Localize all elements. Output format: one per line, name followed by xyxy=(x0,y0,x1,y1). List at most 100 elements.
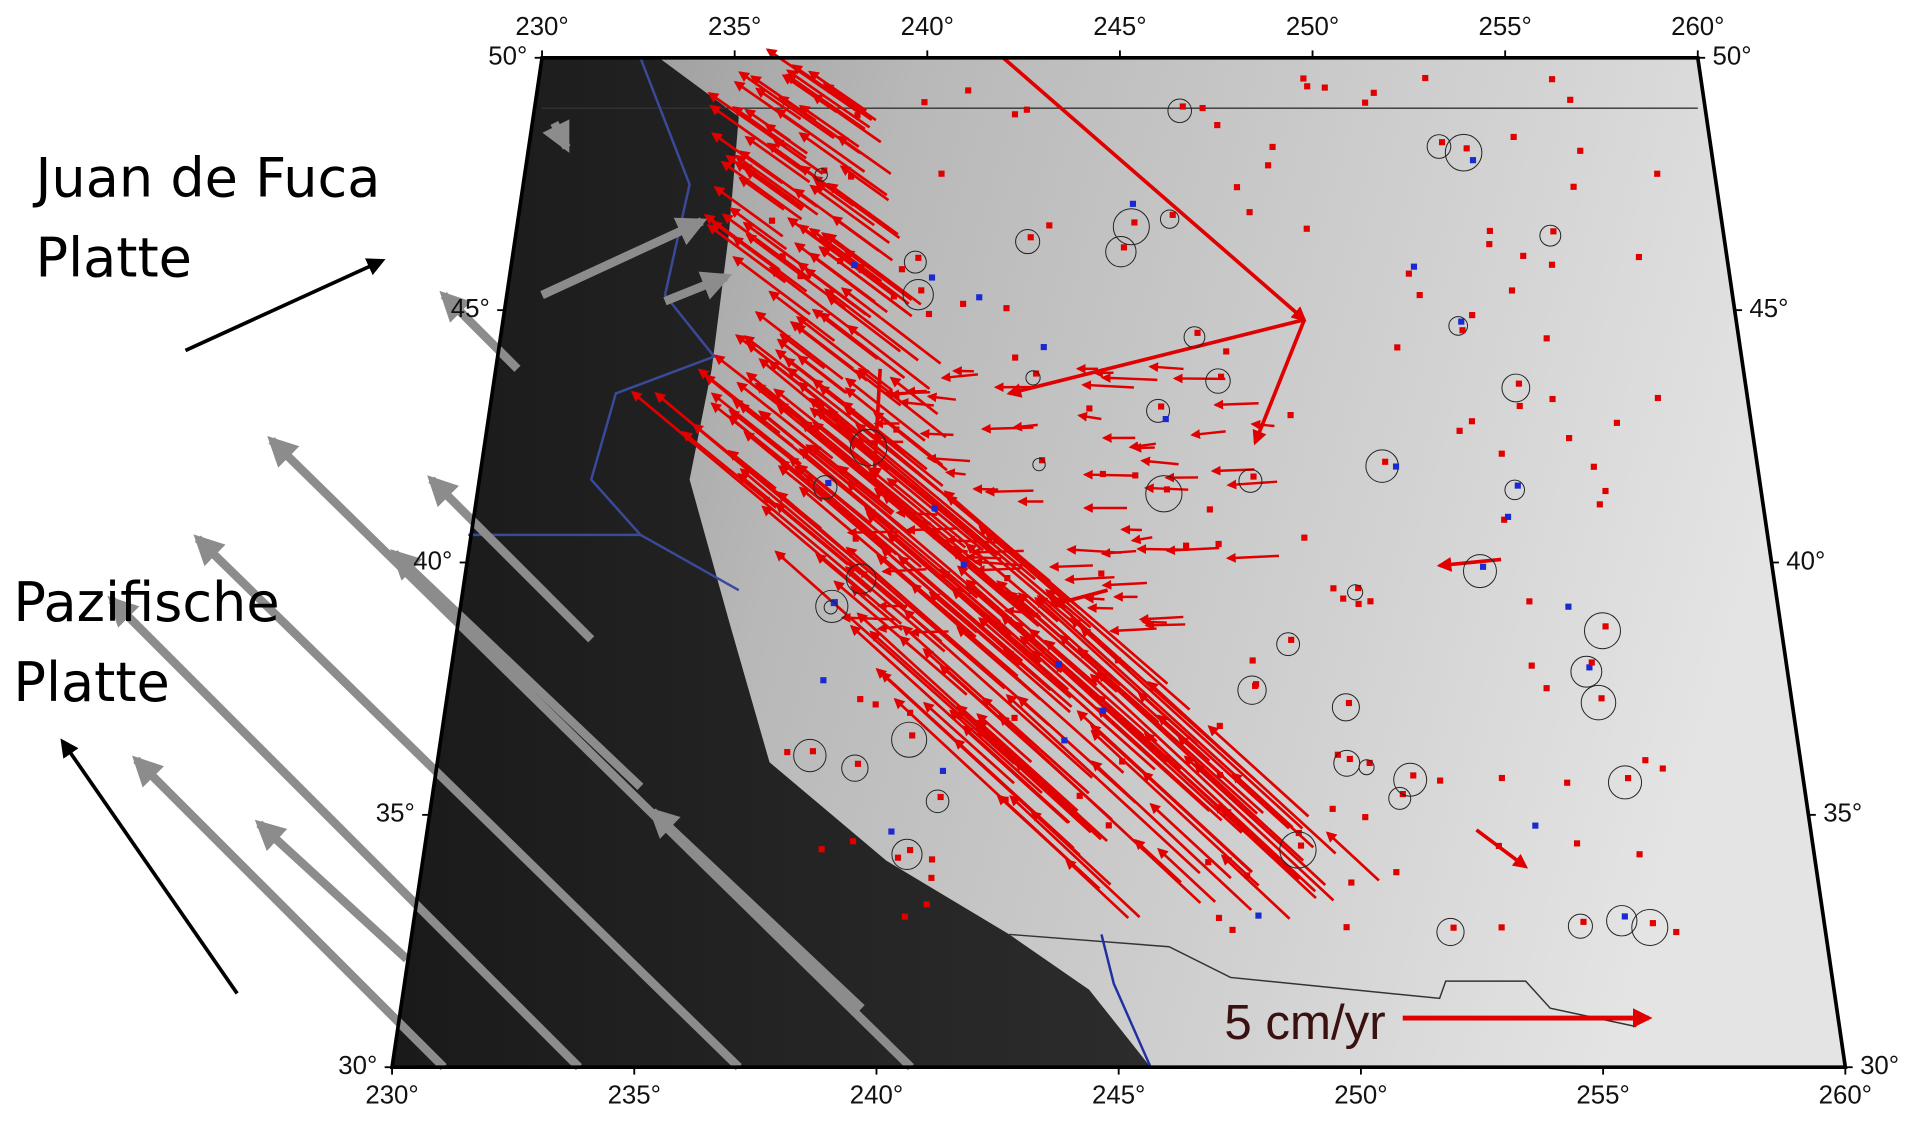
station xyxy=(926,311,932,317)
station xyxy=(1194,330,1200,336)
station xyxy=(1004,575,1010,581)
station xyxy=(932,505,938,511)
plate-label: Pazifische xyxy=(13,571,279,634)
station xyxy=(1218,374,1224,380)
station xyxy=(1417,292,1423,298)
station xyxy=(1642,757,1648,763)
station xyxy=(1499,924,1505,930)
lat-tick-label: 30° xyxy=(338,1052,377,1080)
station xyxy=(1515,483,1521,489)
station xyxy=(1567,97,1573,103)
lon-tick-label: 255° xyxy=(1478,13,1531,41)
station xyxy=(1288,637,1294,643)
station xyxy=(1024,107,1030,113)
station xyxy=(1340,596,1346,602)
station xyxy=(915,255,921,261)
station xyxy=(851,262,857,268)
station xyxy=(1574,840,1580,846)
station xyxy=(1298,843,1304,849)
station xyxy=(1301,535,1307,541)
station xyxy=(976,294,982,300)
station xyxy=(1660,765,1666,771)
station xyxy=(1348,879,1354,885)
velocity-arrow xyxy=(1051,565,1093,566)
lon-tick-label: 260° xyxy=(1819,1082,1872,1110)
station xyxy=(1347,756,1353,762)
station xyxy=(1532,823,1538,829)
lon-tick-label: 245° xyxy=(1092,1082,1145,1110)
station xyxy=(1625,775,1631,781)
station xyxy=(1564,780,1570,786)
station xyxy=(1223,348,1229,354)
station xyxy=(1655,395,1661,401)
station xyxy=(907,710,913,716)
station xyxy=(938,171,944,177)
station xyxy=(848,173,854,179)
lon-tick-label: 230° xyxy=(515,13,568,41)
station xyxy=(1250,657,1256,663)
station xyxy=(1344,924,1350,930)
station xyxy=(1650,920,1656,926)
station xyxy=(1480,564,1486,570)
station xyxy=(909,732,915,738)
station xyxy=(1393,463,1399,469)
lon-tick-label: 240° xyxy=(901,13,954,41)
station xyxy=(1012,111,1018,117)
page: 5 cm/yr Juan de Fuca Platte Pazifische P… xyxy=(0,0,1930,1125)
velocity-arrow xyxy=(1089,608,1113,609)
station xyxy=(1132,472,1138,478)
station xyxy=(1296,830,1302,836)
lat-tick-label: 35° xyxy=(1823,800,1862,828)
plate-label: Platte xyxy=(35,227,191,290)
station xyxy=(1322,85,1328,91)
station xyxy=(1061,737,1067,743)
station xyxy=(1509,287,1515,293)
station xyxy=(907,847,913,853)
station xyxy=(957,713,963,719)
lon-tick-label: 255° xyxy=(1576,1082,1629,1110)
station xyxy=(1288,412,1294,418)
station xyxy=(1450,925,1456,931)
velocity-arrow xyxy=(1146,624,1185,625)
station xyxy=(1598,695,1604,701)
station xyxy=(1041,344,1047,350)
station xyxy=(1247,209,1253,215)
station xyxy=(1207,506,1213,512)
station xyxy=(1566,435,1572,441)
station xyxy=(1086,405,1092,411)
velocity-arrow xyxy=(1122,529,1142,530)
station xyxy=(1580,919,1586,925)
station xyxy=(1602,623,1608,629)
scale-label: 5 cm/yr xyxy=(1224,995,1385,1050)
station xyxy=(1362,100,1368,106)
velocity-arrow xyxy=(972,551,1023,553)
lat-tick-label: 35° xyxy=(376,800,415,828)
lon-tick-label: 240° xyxy=(850,1082,903,1110)
lat-tick-label: 50° xyxy=(1713,43,1752,71)
velocity-arrow xyxy=(986,491,1033,492)
station xyxy=(1549,76,1555,82)
plate-arrow xyxy=(259,824,407,959)
station xyxy=(1164,486,1170,492)
station xyxy=(1520,253,1526,259)
station xyxy=(1511,134,1517,140)
station xyxy=(857,696,863,702)
station xyxy=(1346,700,1352,706)
lon-tick-label: 245° xyxy=(1093,13,1146,41)
station xyxy=(1100,708,1106,714)
station xyxy=(1496,843,1502,849)
lon-tick-label: 235° xyxy=(708,13,761,41)
station xyxy=(1330,806,1336,812)
station xyxy=(1098,570,1104,576)
velocity-arrow xyxy=(911,631,948,632)
station xyxy=(1180,103,1186,109)
station xyxy=(853,536,859,542)
lat-tick-label: 45° xyxy=(451,295,490,323)
station xyxy=(1406,271,1412,277)
station xyxy=(764,497,770,503)
station xyxy=(1464,145,1470,151)
plate-label: Juan de Fuca xyxy=(32,147,380,210)
station xyxy=(1214,122,1220,128)
station xyxy=(1158,403,1164,409)
station xyxy=(1003,305,1009,311)
